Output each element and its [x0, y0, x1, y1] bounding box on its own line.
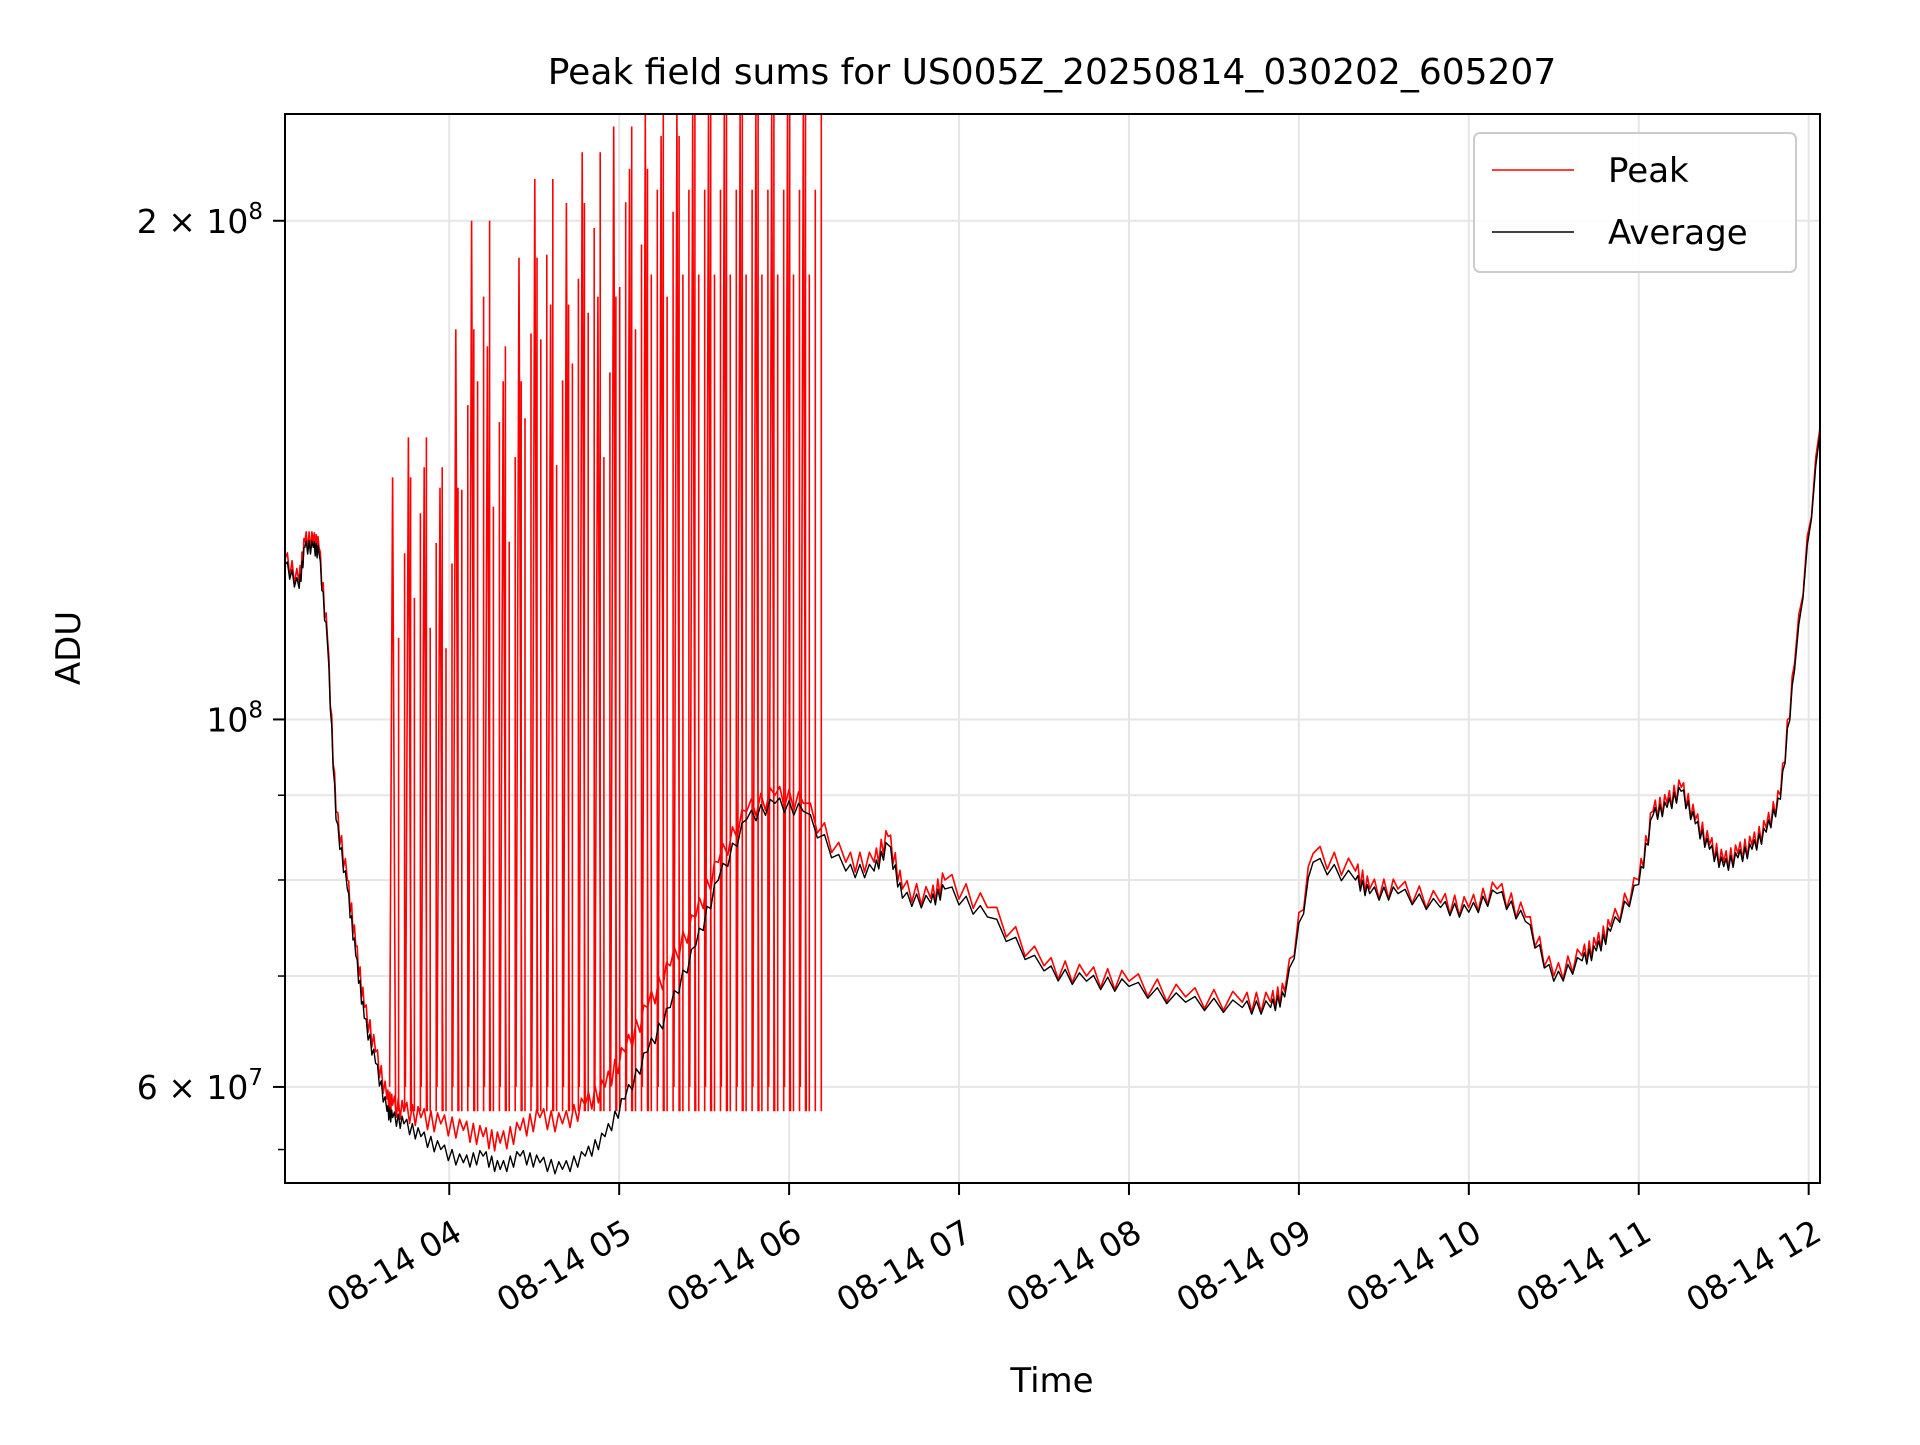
x-axis-label: Time: [1009, 1361, 1093, 1401]
average-series-line: [284, 432, 1821, 1175]
y-tick-label: 6 × 107: [137, 1065, 263, 1107]
legend-peak-label: Peak: [1608, 151, 1689, 191]
chart-title: Peak field sums for US005Z_20250814_0302…: [548, 52, 1557, 93]
legend: Peak Average: [1473, 132, 1797, 273]
legend-box: [1473, 132, 1797, 273]
y-axis-label: ADU: [49, 611, 89, 685]
y-tick-label: 108: [206, 697, 263, 739]
y-tick-label: 2 × 108: [137, 199, 263, 241]
legend-average-label: Average: [1608, 213, 1748, 253]
plot-frame: [284, 113, 1821, 1184]
